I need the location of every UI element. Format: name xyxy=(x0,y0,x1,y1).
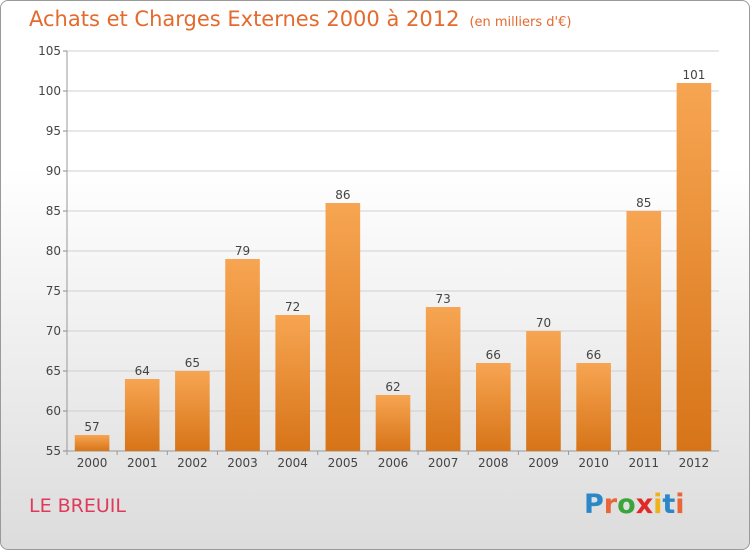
x-tick-label: 2001 xyxy=(127,456,158,470)
data-label: 72 xyxy=(285,300,300,314)
x-tick-label: 2005 xyxy=(328,456,359,470)
bar xyxy=(124,379,160,451)
data-label: 79 xyxy=(235,244,250,258)
x-tick-label: 2006 xyxy=(378,456,409,470)
data-label: 85 xyxy=(636,196,651,210)
logo-letter: o xyxy=(617,489,636,520)
y-tick-label: 65 xyxy=(46,364,61,378)
data-label: 65 xyxy=(185,356,200,370)
data-label: 101 xyxy=(682,68,705,82)
x-tick-label: 2009 xyxy=(528,456,559,470)
bar xyxy=(676,83,712,451)
data-label: 62 xyxy=(385,380,400,394)
x-tick-label: 2010 xyxy=(578,456,609,470)
bar xyxy=(526,331,561,451)
logo-letter: i xyxy=(653,489,663,520)
x-tick-label: 2012 xyxy=(679,456,710,470)
y-tick-label: 80 xyxy=(46,244,61,258)
x-tick-label: 2008 xyxy=(478,456,509,470)
x-tick-label: 2003 xyxy=(227,456,258,470)
proxiti-logo[interactable]: Proxiti xyxy=(584,489,685,520)
logo-letter: P xyxy=(584,489,604,520)
bars xyxy=(74,83,712,451)
logo-letter: r xyxy=(603,489,618,520)
bar xyxy=(425,307,461,451)
bar xyxy=(175,371,210,451)
data-label: 66 xyxy=(486,348,501,362)
x-tick-label: 2011 xyxy=(628,456,659,470)
chart-title-text: Achats et Charges Externes 2000 à 2012 xyxy=(29,7,460,31)
chart-title: Achats et Charges Externes 2000 à 2012 (e… xyxy=(29,7,571,31)
logo-letter: x xyxy=(635,489,654,520)
y-tick-label: 105 xyxy=(38,44,61,58)
y-tick-labels: 55 60 65 70 75 80 85 90 95 100 105 xyxy=(38,44,61,458)
data-label: 73 xyxy=(436,292,451,306)
x-tick-label: 2002 xyxy=(177,456,208,470)
chart-unit: (en milliers d'€) xyxy=(469,15,572,30)
data-label: 64 xyxy=(135,364,150,378)
bar xyxy=(375,395,411,451)
data-label: 66 xyxy=(586,348,601,362)
x-tick-label: 2007 xyxy=(428,456,459,470)
x-tick-label: 2000 xyxy=(77,456,108,470)
y-tick-label: 95 xyxy=(46,124,61,138)
x-tick-label: 2004 xyxy=(277,456,308,470)
data-labels: 57 64 65 79 72 86 62 73 66 70 66 85 101 xyxy=(84,68,705,434)
y-tick-label: 85 xyxy=(46,204,61,218)
y-tick-label: 75 xyxy=(46,284,61,298)
y-tick-label: 60 xyxy=(46,404,61,418)
logo-letter: i xyxy=(675,489,685,520)
y-tick-label: 90 xyxy=(46,164,61,178)
data-label: 70 xyxy=(536,316,551,330)
bar xyxy=(225,259,260,451)
y-tick-label: 100 xyxy=(38,84,61,98)
data-label: 86 xyxy=(335,188,350,202)
x-tick-labels: 2000 2001 2002 2003 2004 2005 2006 2007 2008 2009… xyxy=(66,451,710,470)
bar xyxy=(626,211,662,451)
bar xyxy=(325,203,361,451)
logo-letter: t xyxy=(662,489,676,520)
place-name: LE BREUIL xyxy=(29,495,126,517)
bar xyxy=(576,363,611,451)
data-label: 57 xyxy=(84,420,99,434)
bar xyxy=(74,435,110,451)
bar xyxy=(275,315,310,451)
bar xyxy=(476,363,511,451)
y-tick-label: 55 xyxy=(46,444,61,458)
y-tick-label: 70 xyxy=(46,324,61,338)
